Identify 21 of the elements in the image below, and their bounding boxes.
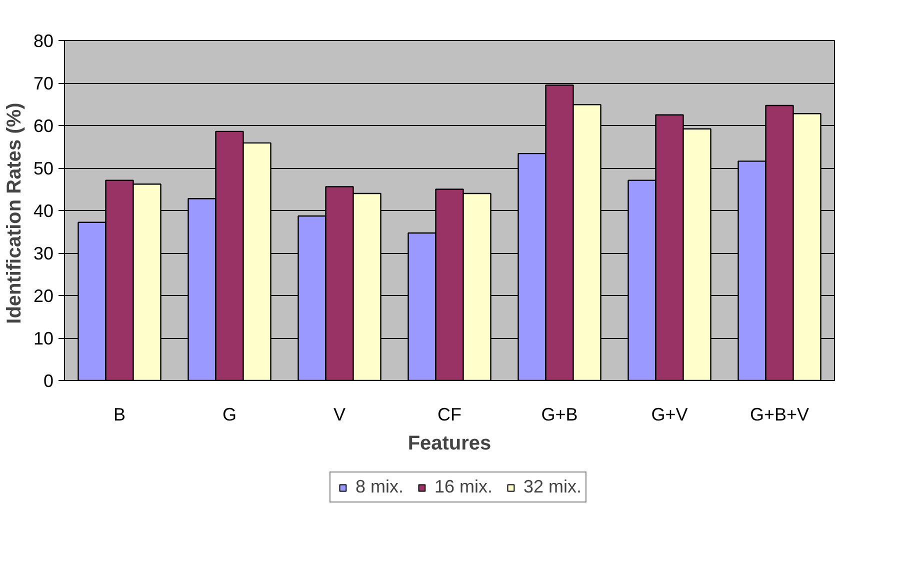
y-tick-label: 40	[33, 201, 54, 221]
y-tick-label: 20	[33, 286, 54, 306]
y-tick-label: 10	[33, 328, 54, 348]
y-tick-label: 30	[33, 244, 54, 264]
y-tick-label: 70	[33, 74, 54, 94]
y-axis-title: Identification Rates (%)	[3, 102, 26, 324]
legend-label: 16 mix.	[434, 476, 493, 498]
y-tick-label: 50	[33, 158, 54, 178]
x-tick-label: CF	[438, 404, 462, 424]
x-tick-label: G	[222, 404, 237, 424]
x-tick-label: B	[113, 404, 126, 424]
x-axis-title: Features	[408, 432, 492, 454]
x-tick-label: G+V	[651, 404, 688, 424]
legend-label: 8 mix.	[355, 476, 404, 498]
y-tick-label: 80	[33, 31, 54, 51]
y-tick-label: 60	[33, 116, 54, 136]
x-tick-label: G+B+V	[750, 404, 810, 424]
x-tick-label: V	[333, 404, 346, 424]
x-tick-label: G+B	[541, 404, 578, 424]
y-tick-label: 0	[43, 371, 54, 391]
legend-label: 32 mix.	[524, 476, 582, 498]
